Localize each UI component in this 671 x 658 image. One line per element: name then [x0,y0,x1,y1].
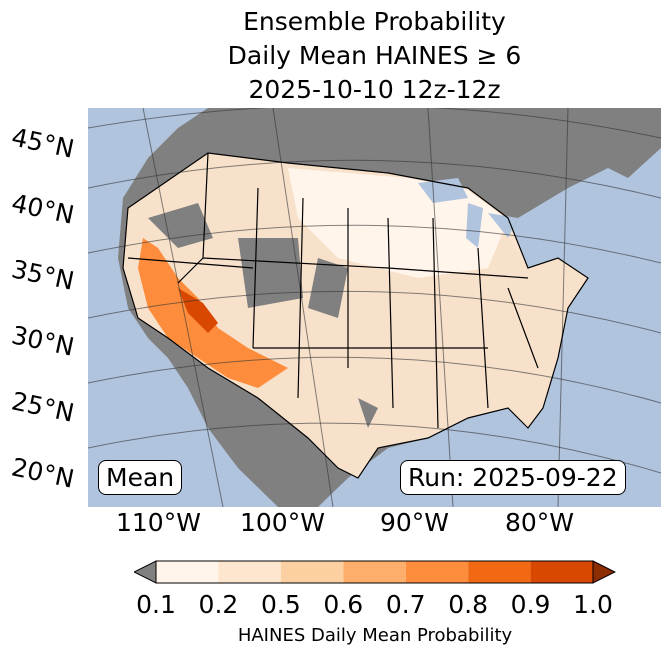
map [88,108,661,507]
title-line3: 2025-10-10 12z-12z [248,75,501,104]
colorbar-segment [468,561,531,583]
gray-patches [148,203,378,428]
title-line1: Ensemble Probability [243,7,506,36]
colorbar [134,560,616,584]
colorbar-under [134,560,157,584]
colorbar-segment [280,561,344,583]
colorbar-tick: 0.7 [385,590,426,619]
mean-label: Mean [98,460,183,495]
colorbar-segment [405,561,469,583]
title-line2: Daily Mean HAINES ≥ 6 [227,41,522,70]
run-label: Run: 2025-09-22 [400,460,626,495]
lat-label: 25°N [8,386,77,428]
lon-label: 90°W [380,508,450,537]
colorbar-tick: 0.1 [136,590,176,619]
colorbar-tick: 0.9 [510,590,551,619]
colorbar-tick: 0.2 [198,590,239,619]
colorbar-tick: 0.8 [448,590,489,619]
lat-label: 45°N [8,122,77,164]
lat-label: 35°N [8,254,77,296]
colorbar-label: HAINES Daily Mean Probability [237,625,513,646]
high-prob-sw [138,238,288,388]
colorbar-tick: 1.0 [573,590,613,619]
highest-prob [178,288,218,333]
colorbar-over [592,560,616,584]
colorbar-tick: 0.5 [260,590,301,619]
lon-label: 100°W [240,508,325,537]
graticule [88,108,661,507]
colorbar-segment [343,561,406,583]
state-borders [122,152,589,479]
colorbar-segment [530,561,593,583]
colorbar-segment [218,561,281,583]
lat-label: 40°N [8,188,77,230]
colorbar-tick: 0.6 [323,590,364,619]
lat-label: 20°N [8,452,77,494]
lon-label: 110°W [116,508,201,537]
lat-label: 30°N [8,320,77,362]
lon-label: 80°W [505,508,575,537]
great-lakes [418,178,558,248]
colorbar-segment [156,561,219,583]
